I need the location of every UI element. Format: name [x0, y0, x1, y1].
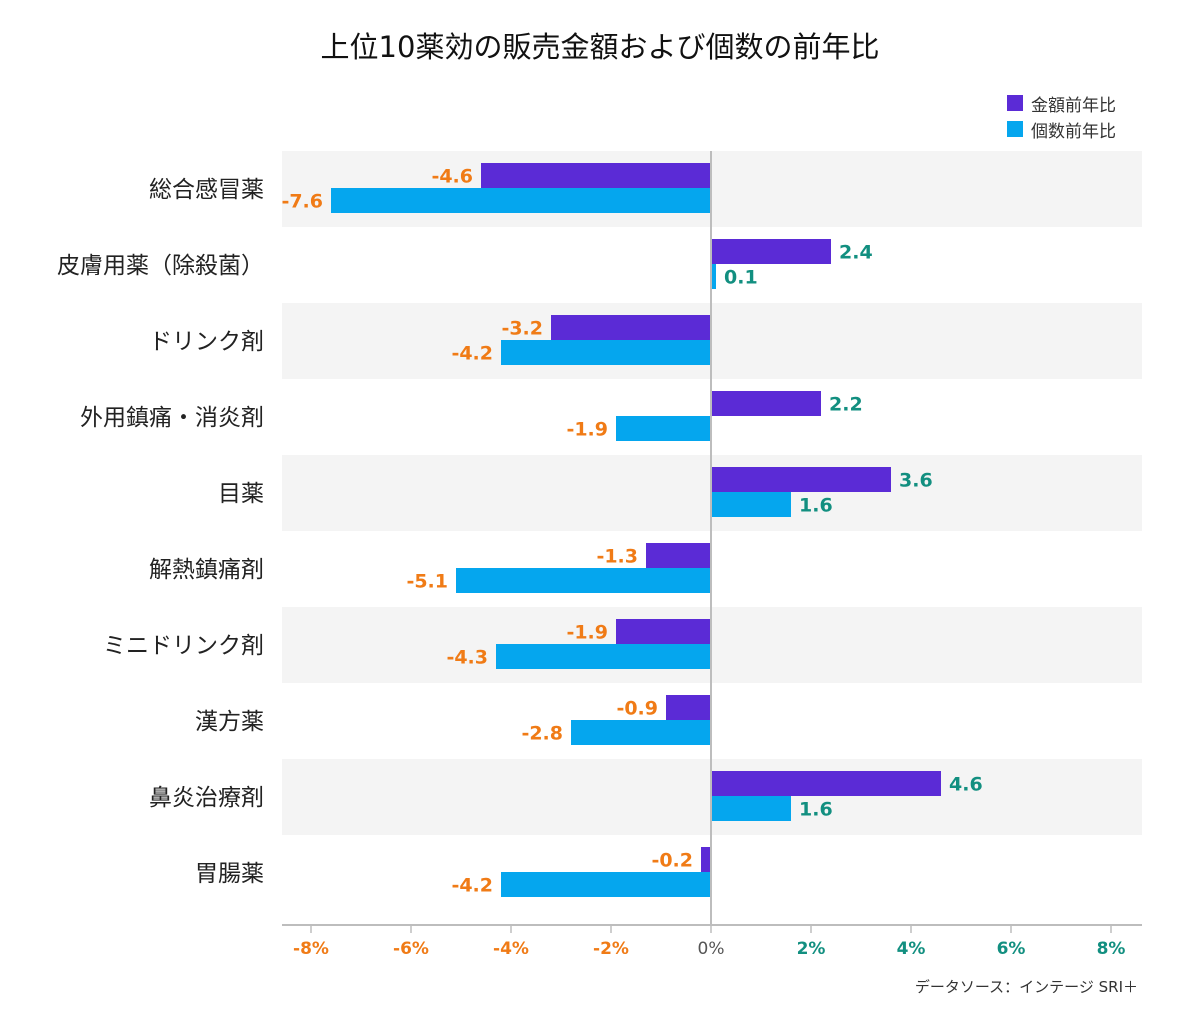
x-tick-label: -2%	[593, 939, 629, 959]
bar-units	[711, 264, 716, 289]
bar-units	[456, 568, 711, 593]
x-tick-label: 6%	[997, 939, 1026, 959]
category-label: 総合感冒薬	[149, 177, 264, 203]
bar-amount	[711, 771, 941, 796]
source-note: データソース：インテージ SRI＋	[914, 978, 1138, 996]
bar-amount	[616, 619, 711, 644]
bar-amount	[551, 315, 711, 340]
data-label: -3.2	[501, 318, 543, 340]
legend-item-units: 個数前年比	[1007, 116, 1116, 142]
data-label: -5.1	[406, 571, 448, 593]
data-label: -4.2	[451, 875, 493, 897]
bar-amount	[701, 847, 711, 872]
data-label: 2.4	[839, 242, 873, 264]
data-label: -0.9	[616, 698, 658, 720]
legend-swatch-amount	[1007, 95, 1023, 111]
bar-units	[501, 872, 711, 897]
legend-label-amount: 金額前年比	[1031, 95, 1116, 116]
data-label: 3.6	[899, 470, 933, 492]
bar-units	[571, 720, 711, 745]
bar-units	[501, 340, 711, 365]
bar-amount	[646, 543, 711, 568]
x-tick-label: 4%	[897, 939, 926, 959]
chart-title: 上位10薬効の販売金額および個数の前年比	[320, 30, 880, 64]
data-label: -1.9	[566, 622, 608, 644]
data-label: -2.8	[521, 723, 563, 745]
bar-units	[331, 188, 711, 213]
bar-amount	[711, 467, 891, 492]
data-label: -4.3	[446, 647, 488, 669]
bar-amount	[711, 391, 821, 416]
category-label: ミニドリンク剤	[103, 633, 264, 659]
bar-units	[711, 796, 791, 821]
category-label: 皮膚用薬（除殺菌）	[57, 253, 264, 279]
x-tick-label: 8%	[1097, 939, 1126, 959]
data-label: 2.2	[829, 394, 863, 416]
data-label: -7.6	[281, 191, 323, 213]
data-label: 4.6	[949, 774, 983, 796]
x-tick-label: -6%	[393, 939, 429, 959]
data-label: -4.2	[451, 343, 493, 365]
bar-units	[711, 492, 791, 517]
data-label: -1.9	[566, 419, 608, 441]
x-tick-label: -8%	[293, 939, 329, 959]
legend-label-units: 個数前年比	[1031, 121, 1116, 142]
data-label: 1.6	[799, 799, 833, 821]
data-label: -1.3	[596, 546, 638, 568]
legend: 金額前年比 個数前年比	[1007, 90, 1116, 142]
category-label: 解熱鎮痛剤	[149, 557, 264, 583]
category-label: ドリンク剤	[149, 329, 264, 355]
category-label: 漢方薬	[195, 709, 264, 735]
x-tick-label: -4%	[493, 939, 529, 959]
category-label: 胃腸薬	[195, 861, 264, 887]
category-label: 外用鎮痛・消炎剤	[80, 405, 264, 431]
legend-swatch-units	[1007, 121, 1023, 137]
bar-amount	[666, 695, 711, 720]
legend-item-amount: 金額前年比	[1007, 90, 1116, 116]
data-label: -4.6	[431, 166, 473, 188]
x-tick-label: 2%	[797, 939, 826, 959]
bar-amount	[711, 239, 831, 264]
bar-amount	[481, 163, 711, 188]
data-label: 1.6	[799, 495, 833, 517]
category-label: 目薬	[218, 481, 264, 507]
bar-units	[496, 644, 711, 669]
category-label: 鼻炎治療剤	[149, 785, 264, 811]
bar-units	[616, 416, 711, 441]
data-label: -0.2	[651, 850, 693, 872]
data-label: 0.1	[724, 267, 758, 289]
x-tick-label: 0%	[698, 939, 725, 959]
